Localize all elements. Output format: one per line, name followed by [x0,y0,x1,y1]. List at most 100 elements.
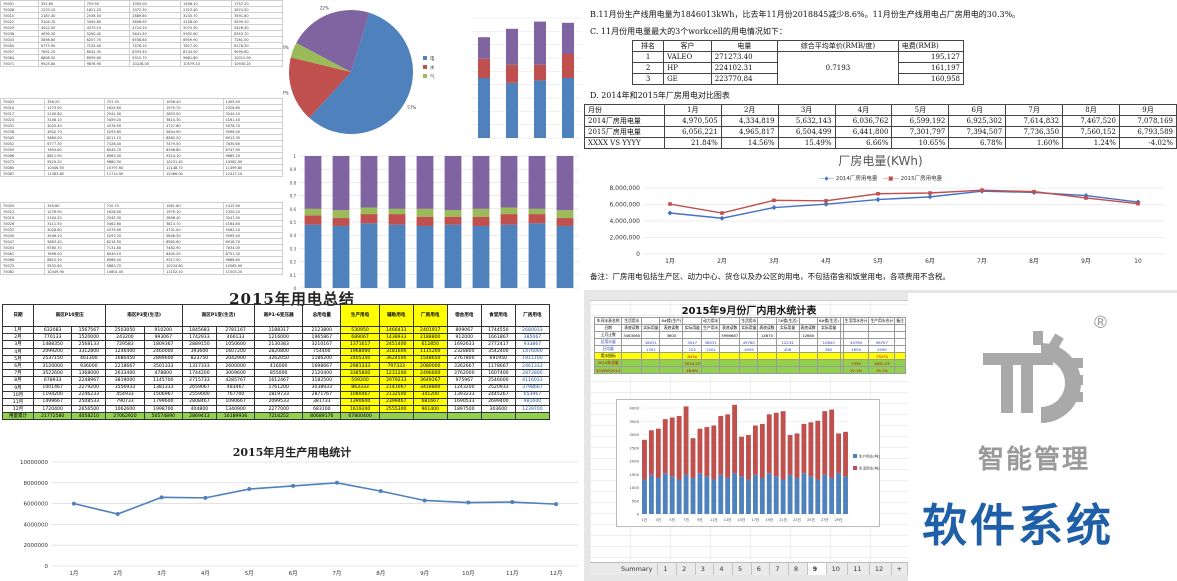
mini-cell[interactable]: 10801.00 [103,268,165,275]
mini-cell[interactable]: 11714.90 [103,170,165,177]
water-cell[interactable] [682,317,703,325]
water-cell[interactable] [757,352,777,360]
water-cell[interactable]: 38031 [701,338,721,346]
sheet-tab-7[interactable]: 6月 [752,563,771,575]
water-cell[interactable]: 实际用量 [816,324,841,332]
water-cell[interactable] [659,359,684,367]
water-cell[interactable] [816,331,841,339]
water-cell[interactable] [839,366,844,374]
water-cell[interactable] [894,331,906,339]
water-cell[interactable]: 1350 [842,359,870,367]
mini-cell[interactable]: 9525.80 [37,60,85,67]
water-cell[interactable] [775,366,800,374]
water-cell[interactable]: 表底读数 [798,324,818,332]
mini-cell[interactable]: 10228.00 [129,60,182,67]
sheet-tab-12[interactable]: 11月 [848,563,870,575]
water-cell[interactable]: 用水指标 [593,352,623,360]
water-cell[interactable]: 3010.23 [682,359,703,367]
water-cell[interactable] [659,366,684,374]
water-cell[interactable]: 79.1% [868,366,896,374]
water-cell[interactable]: 12234 [775,338,800,346]
water-cell[interactable]: 实际用量 [682,324,703,332]
water-cell[interactable] [621,338,643,346]
water-cell[interactable] [682,331,703,339]
mini-cell[interactable]: 70071 [0,60,39,67]
water-cell[interactable] [739,352,759,360]
sheet-tab-10[interactable]: 9月 [807,563,827,575]
water-cell[interactable] [739,331,759,339]
sheet-tab-9[interactable]: 8月 [789,563,808,575]
water-cell[interactable]: 102 [682,345,703,353]
water-cell[interactable] [659,352,684,360]
water-cell[interactable] [641,359,661,367]
water-cell[interactable] [816,366,841,374]
water-cell[interactable]: 6430 [682,352,703,360]
sheet-tab-6[interactable]: 5月 [733,563,752,575]
water-cell[interactable]: 14670 [757,331,777,339]
sheet-tab-2[interactable]: 1月 [658,563,678,575]
water-cell[interactable] [798,345,818,353]
water-cell[interactable]: 动力用水 [701,317,721,325]
water-cell[interactable] [816,352,841,360]
water-cell[interactable]: 1301 [641,345,661,353]
mini-cell[interactable]: 11363.80 [44,170,105,177]
water-cell[interactable]: 2990 [868,345,896,353]
water-cell[interactable]: 生产用水 [701,324,721,332]
water-cell[interactable]: 3463060 [621,331,643,339]
water-cell[interactable]: 2014年总量 [593,359,623,367]
water-cell[interactable] [757,317,777,325]
water-cell[interactable] [868,331,896,339]
water-cell[interactable] [621,359,643,367]
water-cell[interactable]: 实际用量 [775,324,800,332]
water-cell[interactable]: 7#楼(生活) [775,317,800,325]
mini-cell[interactable]: 70087 [0,170,46,177]
water-cell[interactable]: 表底读数 [621,324,643,332]
water-cell[interactable]: 1652.23 [868,359,896,367]
water-cell[interactable] [739,359,759,367]
water-cell[interactable]: 10845 [816,338,841,346]
water-cell[interactable] [739,366,759,374]
water-cell[interactable] [798,359,818,367]
water-cell[interactable]: 总用水量 [593,338,623,346]
water-cell[interactable] [621,352,643,360]
water-cell[interactable]: 车间水表名称 [593,317,623,325]
sheet-tab-8[interactable]: 7月 [770,563,790,575]
water-cell[interactable] [701,352,721,360]
water-cell[interactable] [798,366,818,374]
water-cell[interactable]: 408 [775,345,800,353]
water-cell[interactable] [868,324,896,332]
mini-cell[interactable]: 9876.90 [83,60,131,67]
water-cell[interactable]: 38031 [641,338,661,346]
mini-cell[interactable]: 70082 [0,268,46,275]
water-cell[interactable] [842,331,870,339]
mini-cell[interactable]: 11503.20 [222,268,283,275]
mini-cell[interactable]: 10449.90 [44,268,105,275]
water-cell[interactable] [757,338,777,346]
water-cell[interactable] [701,366,721,374]
water-cell[interactable] [775,331,800,339]
sheet-tab-5[interactable]: 4月 [714,563,734,575]
water-cell[interactable]: 生活用水合计 [842,317,870,325]
water-cell[interactable]: 生产用水合计 [868,317,896,325]
water-cell[interactable]: 实际用量 [641,324,661,332]
mini-cell[interactable]: 10930.20 [231,60,283,67]
water-cell[interactable] [894,352,906,360]
water-cell[interactable]: 73070 [868,352,896,360]
water-cell[interactable] [757,345,777,353]
water-cell[interactable] [621,366,643,374]
water-cell[interactable]: 3600 [659,331,684,339]
water-cell[interactable] [719,352,741,360]
water-cell[interactable] [894,359,906,367]
mini-cell[interactable]: 11152.10 [163,268,224,275]
water-cell[interactable] [757,359,777,367]
water-cell[interactable] [894,345,906,353]
water-cell[interactable]: 实际用量 [739,324,759,332]
water-cell[interactable]: 表底读数 [757,324,777,332]
water-cell[interactable]: 日均量 [593,345,623,353]
mini-cell[interactable]: 12417.10 [222,170,283,177]
water-cell[interactable]: 49780 [739,338,759,346]
water-cell[interactable]: 12660 [798,331,818,339]
water-cell[interactable]: 22.1% [842,366,870,374]
water-cell[interactable]: 49780 [842,338,870,346]
water-cell[interactable] [621,345,643,353]
